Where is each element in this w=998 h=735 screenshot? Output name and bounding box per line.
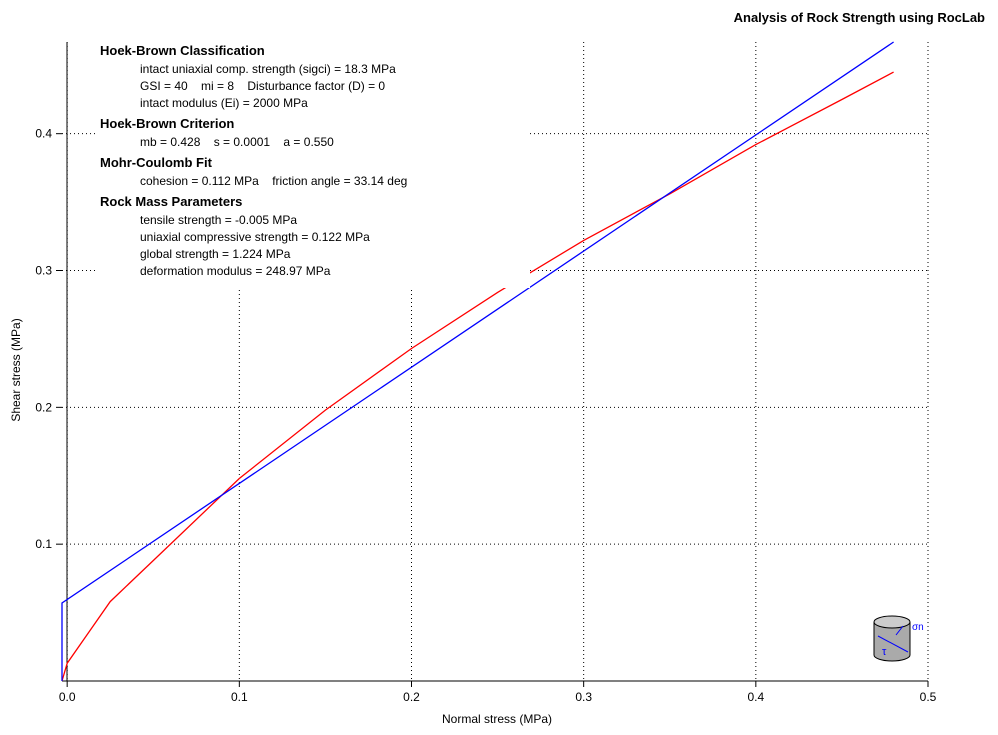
sample-icon: σn τ xyxy=(873,615,924,662)
annotation-heading: Mohr-Coulomb Fit xyxy=(100,155,213,170)
x-tick-label: 0.3 xyxy=(575,690,592,704)
series-line xyxy=(61,41,894,681)
series-line xyxy=(61,71,894,682)
annotation-heading: Hoek-Brown Criterion xyxy=(100,116,234,131)
x-tick-label: 0.1 xyxy=(231,690,248,704)
icon-arrow xyxy=(895,625,904,636)
annotation-line: intact uniaxial comp. strength (sigci) =… xyxy=(140,62,396,76)
y-tick-label: 0.3 xyxy=(35,264,52,278)
y-axis-label: Shear stress (MPa) xyxy=(9,318,23,421)
annotation-background xyxy=(95,40,530,288)
icon-body xyxy=(873,622,911,662)
y-tick-label: 0.2 xyxy=(35,400,52,414)
annotation-heading: Rock Mass Parameters xyxy=(100,194,242,209)
annotation-line: tensile strength = -0.005 MPa xyxy=(140,213,297,227)
icon-label: σn xyxy=(912,622,924,633)
annotation-line: global strength = 1.224 MPa xyxy=(140,247,291,261)
icon-label: τ xyxy=(882,646,887,658)
annotation-line: intact modulus (Ei) = 2000 MPa xyxy=(140,96,308,110)
y-tick-label: 0.4 xyxy=(35,127,52,141)
annotation-heading: Hoek-Brown Classification xyxy=(100,43,265,58)
annotation-line: deformation modulus = 248.97 MPa xyxy=(140,264,331,278)
annotation-line: cohesion = 0.112 MPa friction angle = 33… xyxy=(140,174,407,188)
x-tick-label: 0.0 xyxy=(59,690,76,704)
x-tick-label: 0.5 xyxy=(920,690,937,704)
annotation-line: GSI = 40 mi = 8 Disturbance factor (D) =… xyxy=(140,79,385,93)
icon-plane xyxy=(877,635,909,653)
icon-top xyxy=(873,615,911,629)
chart-title: Analysis of Rock Strength using RocLab xyxy=(734,10,985,25)
x-axis-label: Normal stress (MPa) xyxy=(442,712,552,726)
x-tick-label: 0.4 xyxy=(747,690,764,704)
annotation-line: mb = 0.428 s = 0.0001 a = 0.550 xyxy=(140,135,334,149)
y-tick-label: 0.1 xyxy=(35,537,52,551)
annotation-line: uniaxial compressive strength = 0.122 MP… xyxy=(140,230,370,244)
x-tick-label: 0.2 xyxy=(403,690,420,704)
